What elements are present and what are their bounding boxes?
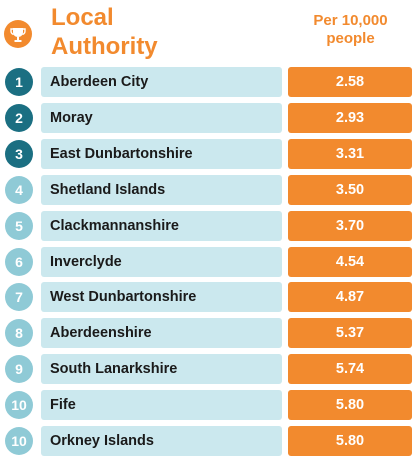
value-header-line-2: people	[326, 30, 375, 47]
table-row: 6 Inverclyde 4.54	[0, 246, 414, 277]
authority-cell: Moray	[41, 102, 282, 133]
table-row: 7 West Dunbartonshire 4.87	[0, 282, 414, 313]
authority-name: Aberdeen City	[50, 74, 149, 90]
authority-cell: West Dunbartonshire	[41, 282, 282, 313]
authority-name: Orkney Islands	[50, 433, 154, 449]
rate-value: 2.93	[335, 109, 365, 126]
rate-value: 4.54	[335, 253, 365, 270]
authority-name: Clackmannanshire	[50, 217, 179, 234]
value-cell: 3.70	[288, 210, 412, 241]
table-row: 4 Shetland Islands 3.50	[0, 174, 414, 205]
table-header: Local Authority Per 10,000 people	[0, 0, 414, 66]
rank-badge: 9	[5, 355, 33, 384]
authority-name: Moray	[50, 109, 93, 126]
rate-value: 2.58	[335, 74, 365, 90]
authority-cell: Fife	[41, 390, 282, 421]
value-cell: 5.74	[288, 354, 412, 385]
authority-cell: Orkney Islands	[41, 426, 282, 456]
value-cell: 5.80	[288, 390, 412, 421]
rank-badge: 10	[5, 391, 33, 420]
table-row: 1 Aberdeen City 2.58	[0, 67, 414, 97]
value-cell: 3.50	[288, 174, 412, 205]
rank-badge: 10	[5, 427, 33, 455]
rank-badge: 7	[5, 283, 33, 312]
rate-value: 5.37	[335, 325, 365, 342]
table-row: 3 East Dunbartonshire 3.31	[0, 138, 414, 169]
table-row: 9 South Lanarkshire 5.74	[0, 354, 414, 385]
rank-badge: 2	[5, 103, 33, 132]
table-row: 10 Orkney Islands 5.80	[0, 426, 414, 456]
authority-name: Shetland Islands	[50, 181, 166, 198]
rate-value: 5.80	[335, 433, 365, 449]
authority-name: Fife	[50, 397, 76, 414]
value-cell: 3.31	[288, 138, 412, 169]
rate-value: 4.87	[335, 289, 365, 306]
rank-badge: 1	[5, 68, 33, 96]
value-cell: 5.37	[288, 318, 412, 349]
table-row: 10 Fife 5.80	[0, 390, 414, 421]
value-cell: 4.54	[288, 246, 412, 277]
table-row: 2 Moray 2.93	[0, 102, 414, 133]
authority-cell: South Lanarkshire	[41, 354, 282, 385]
authority-cell: East Dunbartonshire	[41, 138, 282, 169]
table-row: 8 Aberdeenshire 5.37	[0, 318, 414, 349]
rank-badge: 6	[5, 247, 33, 276]
column-title-value: Per 10,000 people	[289, 12, 412, 48]
value-cell: 5.80	[288, 426, 412, 456]
column-title-authority: Local Authority	[51, 3, 158, 61]
authority-name: Inverclyde	[50, 253, 122, 270]
rank-badge: 4	[5, 175, 33, 204]
authority-name: Aberdeenshire	[50, 325, 152, 342]
rate-value: 3.31	[335, 145, 365, 162]
rate-value: 5.74	[335, 361, 365, 378]
rank-badge: 3	[5, 139, 33, 168]
value-cell: 2.93	[288, 102, 412, 133]
authority-name: West Dunbartonshire	[50, 289, 197, 306]
rate-value: 3.70	[335, 217, 365, 234]
rank-badge: 8	[5, 319, 33, 348]
authority-cell: Inverclyde	[41, 246, 282, 277]
trophy-icon	[4, 20, 32, 48]
authority-cell: Aberdeenshire	[41, 318, 282, 349]
rate-value: 5.80	[335, 397, 365, 414]
value-cell: 2.58	[288, 67, 412, 97]
authority-cell: Aberdeen City	[41, 67, 282, 97]
table-row: 5 Clackmannanshire 3.70	[0, 210, 414, 241]
authority-cell: Clackmannanshire	[41, 210, 282, 241]
title-line-1: Local	[51, 4, 114, 31]
value-header-line-1: Per 10,000	[313, 12, 388, 29]
authority-name: South Lanarkshire	[50, 361, 178, 378]
authority-cell: Shetland Islands	[41, 174, 282, 205]
rank-badge: 5	[5, 211, 33, 240]
value-cell: 4.87	[288, 282, 412, 313]
title-line-2: Authority	[51, 33, 158, 60]
rate-value: 3.50	[335, 181, 365, 198]
authority-name: East Dunbartonshire	[50, 145, 193, 162]
